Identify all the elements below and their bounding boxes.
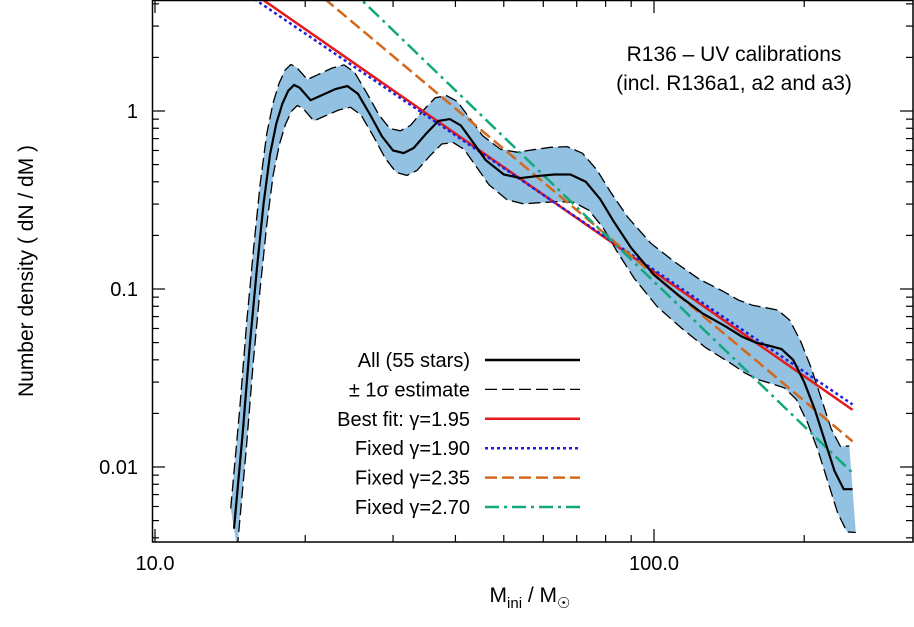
chart-annotation: R136 – UV calibrations (incl. R136a1, a2… bbox=[616, 43, 852, 95]
x-label-sun: ☉ bbox=[557, 595, 570, 612]
legend-label: Fixed γ=1.90 bbox=[355, 438, 470, 460]
legend-label: All (55 stars) bbox=[358, 350, 470, 372]
legend-label: Best fit: γ=1.95 bbox=[337, 409, 470, 431]
x-tick-label: 100.0 bbox=[629, 553, 679, 575]
legend-label: ± 1σ estimate bbox=[349, 379, 470, 401]
sigma-lower-line bbox=[237, 104, 856, 542]
legend: All (55 stars) ± 1σ estimate Best fit: γ=1… bbox=[337, 350, 580, 519]
uncertainty-band bbox=[230, 64, 856, 542]
annotation-line-1: R136 – UV calibrations bbox=[627, 43, 842, 66]
fit-line-3 bbox=[324, 0, 854, 443]
x-axis-label: Mini / M☉ bbox=[490, 584, 571, 612]
y-tick-label: 1 bbox=[127, 101, 138, 123]
x-label-sep: / M bbox=[522, 584, 557, 607]
x-tick-label: 10.0 bbox=[136, 553, 175, 575]
y-tick-label: 0.01 bbox=[99, 457, 138, 479]
series-all-stars-line bbox=[232, 83, 853, 529]
fit-line-2 bbox=[253, 0, 854, 406]
legend-label: Fixed γ=2.70 bbox=[355, 497, 470, 519]
x-label-sub: ini bbox=[507, 595, 522, 612]
legend-label: Fixed γ=2.35 bbox=[355, 468, 470, 490]
y-tick-label: 0.1 bbox=[110, 279, 138, 301]
y-axis-label: Number density ( dN / dM ) bbox=[15, 145, 38, 397]
annotation-line-2: (incl. R136a1, a2 and a3) bbox=[616, 72, 852, 95]
plot-frame bbox=[151, 0, 914, 543]
x-label-main: M bbox=[490, 584, 508, 607]
sigma-upper-line bbox=[230, 63, 850, 509]
